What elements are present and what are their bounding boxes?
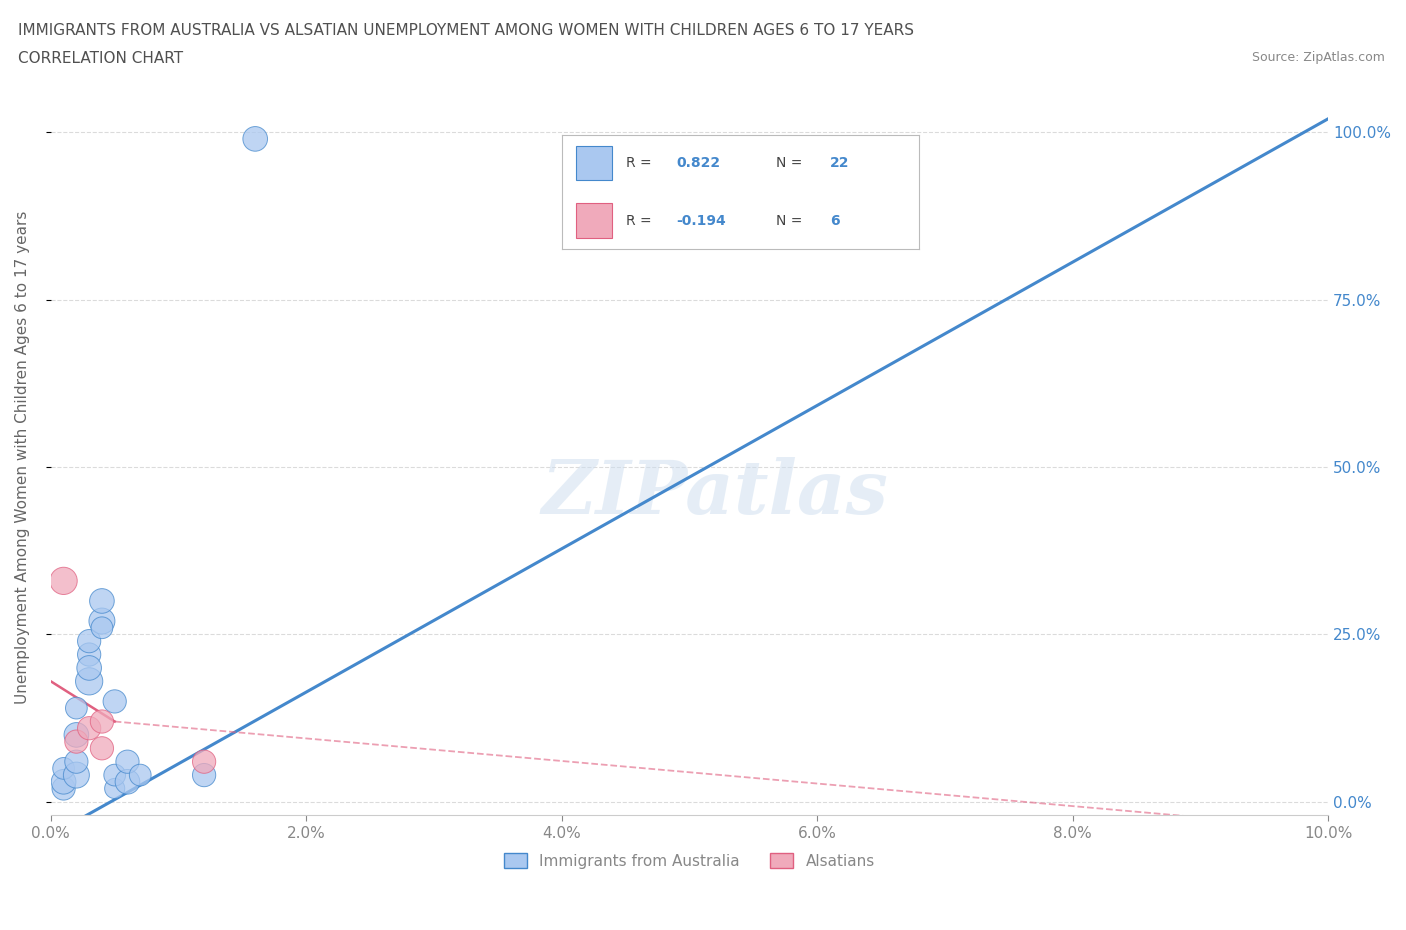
Point [245, 131, 267, 146]
Point [77, 721, 100, 736]
Point [77, 647, 100, 662]
Point [90, 714, 112, 729]
Point [52, 775, 75, 790]
Point [193, 767, 215, 782]
Point [65, 727, 87, 742]
Point [77, 674, 100, 689]
Point [65, 754, 87, 769]
Text: ZIPatlas: ZIPatlas [541, 457, 889, 529]
Point [65, 734, 87, 749]
Point [52, 574, 75, 589]
Point [104, 767, 127, 782]
Point [90, 620, 112, 635]
Point [104, 694, 127, 709]
Y-axis label: Unemployment Among Women with Children Ages 6 to 17 years: Unemployment Among Women with Children A… [15, 210, 30, 704]
Point [65, 700, 87, 715]
Text: IMMIGRANTS FROM AUSTRALIA VS ALSATIAN UNEMPLOYMENT AMONG WOMEN WITH CHILDREN AGE: IMMIGRANTS FROM AUSTRALIA VS ALSATIAN UN… [18, 23, 914, 38]
Point [65, 767, 87, 782]
Text: CORRELATION CHART: CORRELATION CHART [18, 51, 183, 66]
Point [117, 754, 139, 769]
Point [77, 660, 100, 675]
Legend: Immigrants from Australia, Alsatians: Immigrants from Australia, Alsatians [505, 853, 875, 869]
Point [90, 741, 112, 756]
Point [52, 781, 75, 796]
Point [129, 767, 152, 782]
Point [90, 614, 112, 629]
Point [90, 593, 112, 608]
Point [77, 633, 100, 648]
Point [52, 761, 75, 776]
Point [104, 781, 127, 796]
Point [193, 754, 215, 769]
Point [117, 775, 139, 790]
Text: Source: ZipAtlas.com: Source: ZipAtlas.com [1251, 51, 1385, 64]
